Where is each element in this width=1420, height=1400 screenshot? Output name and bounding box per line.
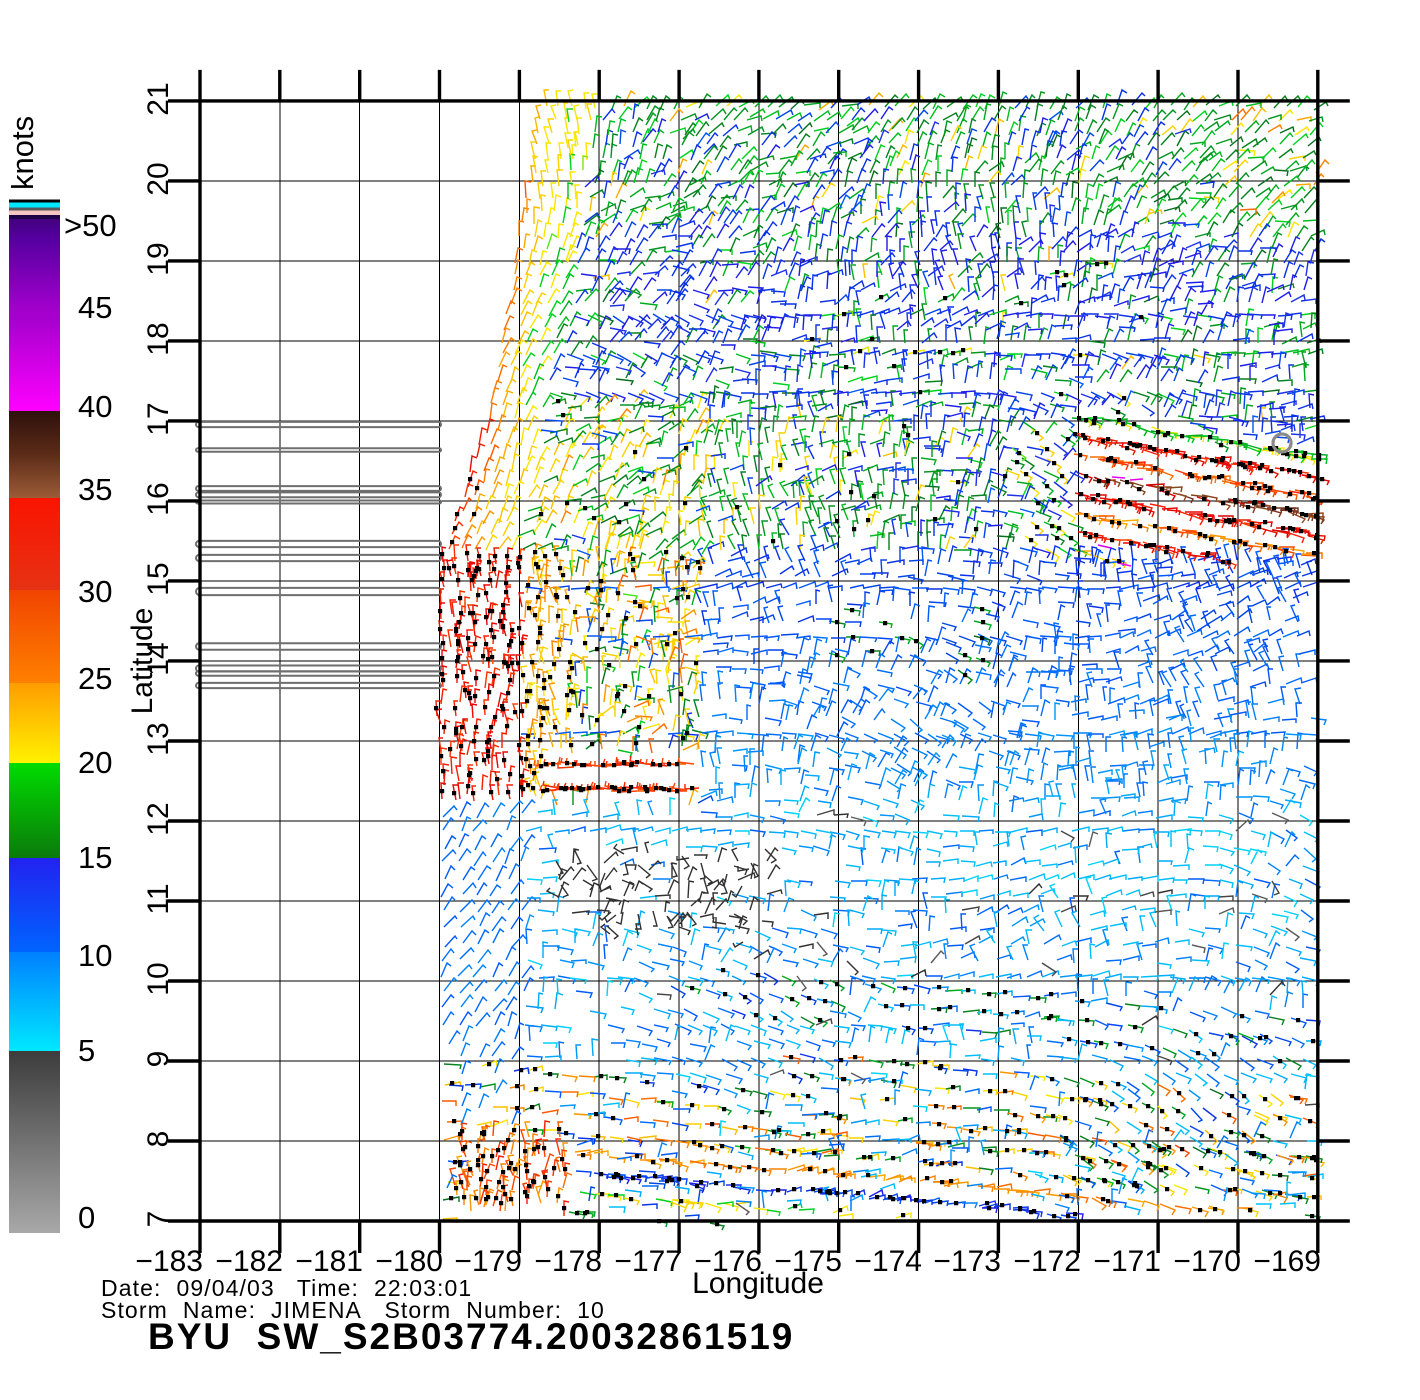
- svg-text:8: 8: [142, 1131, 175, 1148]
- svg-text:−170: −170: [1173, 1245, 1241, 1278]
- svg-text:9: 9: [142, 1051, 175, 1068]
- svg-text:19: 19: [142, 242, 175, 275]
- svg-text:−183: −183: [135, 1245, 203, 1278]
- svg-text:knots: knots: [5, 116, 40, 190]
- svg-text:>50: >50: [64, 208, 117, 243]
- svg-text:−172: −172: [1013, 1245, 1081, 1278]
- svg-text:17: 17: [142, 402, 175, 435]
- svg-text:11: 11: [142, 883, 175, 914]
- svg-text:−171: −171: [1093, 1245, 1161, 1278]
- svg-text:Storm Name: JIMENA Storm: Storm Name: JIMENA Storm Number: 10: [101, 1297, 605, 1323]
- svg-text:35: 35: [78, 472, 112, 507]
- svg-text:18: 18: [142, 322, 175, 355]
- svg-text:−178: −178: [534, 1245, 602, 1278]
- svg-text:Latitude: Latitude: [126, 608, 159, 715]
- svg-text:25: 25: [78, 661, 112, 696]
- svg-text:Date: 09/04/03 Time: 22:03: Date: 09/04/03 Time: 22:03:01: [101, 1275, 472, 1301]
- svg-text:14: 14: [142, 642, 175, 675]
- svg-text:13: 13: [142, 722, 175, 755]
- svg-text:−180: −180: [375, 1245, 443, 1278]
- svg-text:−174: −174: [854, 1245, 922, 1278]
- svg-text:20: 20: [78, 745, 112, 780]
- svg-text:0: 0: [78, 1200, 95, 1235]
- svg-text:−179: −179: [454, 1245, 522, 1278]
- svg-text:−176: −176: [694, 1245, 762, 1278]
- svg-text:15: 15: [142, 562, 175, 595]
- svg-text:40: 40: [78, 389, 112, 424]
- svg-text:16: 16: [142, 482, 175, 515]
- svg-text:21: 21: [142, 82, 175, 115]
- svg-text:45: 45: [78, 290, 112, 325]
- svg-text:−173: −173: [933, 1245, 1001, 1278]
- svg-text:−177: −177: [614, 1245, 682, 1278]
- svg-text:20: 20: [142, 162, 175, 195]
- svg-text:10: 10: [78, 938, 112, 973]
- svg-text:15: 15: [78, 840, 112, 875]
- svg-text:5: 5: [78, 1033, 95, 1068]
- svg-text:30: 30: [78, 574, 112, 609]
- svg-text:−181: −181: [295, 1245, 363, 1278]
- svg-text:12: 12: [142, 802, 175, 835]
- svg-text:10: 10: [142, 962, 175, 995]
- svg-text:−169: −169: [1253, 1245, 1321, 1278]
- svg-text:BYU SW_S2B03774.20032861519: BYU SW_S2B03774.20032861519: [148, 1316, 794, 1357]
- svg-text:−175: −175: [774, 1245, 842, 1278]
- svg-text:7: 7: [142, 1211, 175, 1228]
- svg-text:Longitude: Longitude: [692, 1267, 824, 1300]
- svg-text:−182: −182: [215, 1245, 283, 1278]
